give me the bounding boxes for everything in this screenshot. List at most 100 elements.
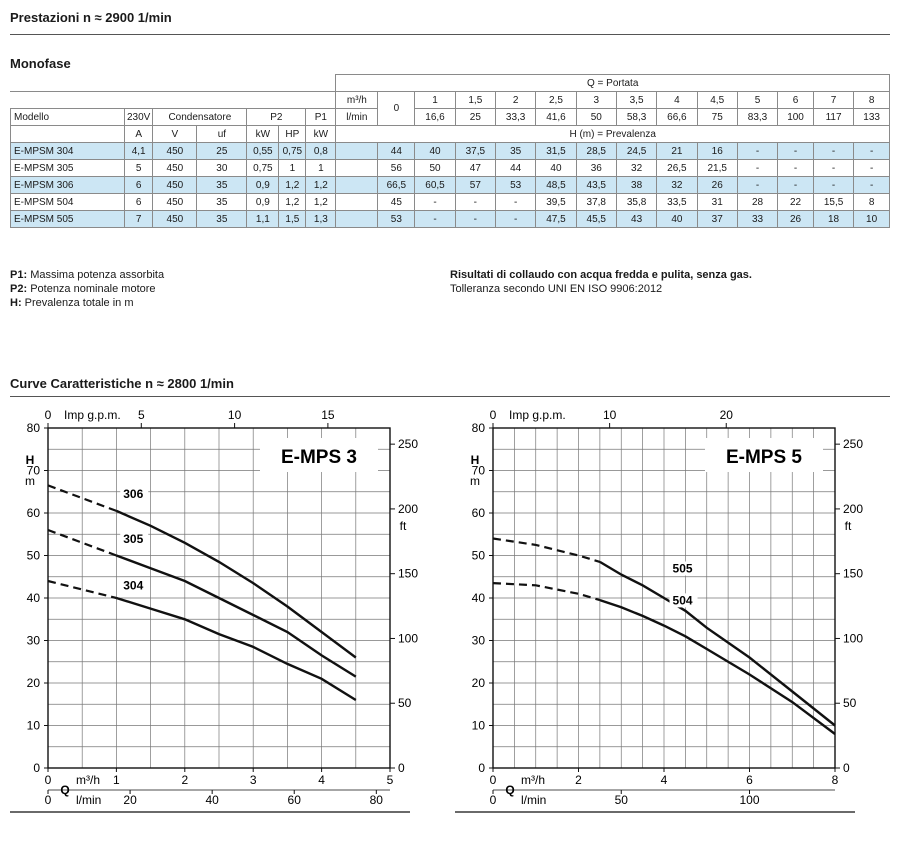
y-axis-label: H [26, 453, 35, 467]
table-header-row-m3h: m³/h 0 1 1,5 2 2,5 3 3,5 4 4,5 5 6 7 8 [10, 91, 890, 126]
table-cell: 40 [656, 210, 698, 228]
table-cell: 43 [615, 210, 658, 228]
lmin-value: 50 [575, 108, 617, 126]
ft-tick-label: 100 [843, 631, 863, 645]
table-cell: 47 [454, 159, 496, 177]
table-cell: 48,5 [535, 176, 577, 194]
curve-label-bg [120, 578, 149, 593]
table-cell: 56 [377, 159, 416, 177]
curve-label-306: 306 [123, 487, 143, 501]
table-cell: - [414, 193, 456, 211]
m3h-value: 5 [736, 91, 779, 109]
title-box [260, 438, 378, 472]
table-cell: 0,75 [278, 142, 307, 160]
performance-table: Q = Portata m³/h 0 1 1,5 2 2,5 3 3,5 4 4,5 5 6 7 8 … [10, 74, 890, 228]
lmin-tick-label: 50 [615, 793, 629, 807]
m3h-value: 8 [853, 91, 890, 109]
curves-rule [10, 396, 890, 397]
ft-tick-label: 50 [398, 696, 412, 710]
y-tick-label: 60 [27, 506, 41, 520]
note-tolerance: Tolleranza secondo UNI EN ISO 9906:2012 [450, 283, 663, 295]
x-tick-label: 0 [45, 773, 52, 787]
x-tick-label: 0 [490, 773, 497, 787]
lmin-value: 25 [454, 108, 496, 126]
table-cell [335, 193, 379, 211]
y-tick-label: 80 [27, 421, 41, 435]
y-tick-label: 80 [472, 421, 486, 435]
y-tick-label: 30 [472, 634, 486, 648]
x-tick-label: 5 [387, 773, 394, 787]
table-cell: 1,3 [305, 210, 337, 228]
table-cell: 1,1 [246, 210, 280, 228]
lmin-tick-label: 0 [45, 793, 52, 807]
table-blank-cell [10, 125, 125, 143]
table-cell: 24,5 [615, 142, 658, 160]
m3h-value: 2,5 [535, 91, 577, 109]
curves-title: Curve Caratteristiche n ≈ 2800 1/min [10, 376, 234, 391]
y-axis-unit: m [470, 474, 480, 488]
table-cell: 5 [123, 159, 154, 177]
table-cell: 0,75 [246, 159, 280, 177]
table-blank-cell [10, 74, 337, 92]
table-cell: 450 [152, 176, 198, 194]
table-cell: 43,5 [575, 176, 617, 194]
table-cell: 1,2 [278, 193, 307, 211]
table-header-row-q: Q = Portata [10, 74, 890, 92]
y-tick-label: 70 [472, 464, 486, 478]
curve-304 [116, 596, 357, 702]
y-tick-label: 30 [27, 634, 41, 648]
x-tick-label: 3 [250, 773, 257, 787]
table-cell: - [494, 193, 537, 211]
table-cell: 450 [152, 193, 198, 211]
q-axis-label: Q [505, 783, 514, 797]
table-cell: 450 [152, 159, 198, 177]
table-row: E-MPSM 304 4,1 450 25 0,55 0,75 0,8 44 40 37,5 35 3… [10, 142, 890, 160]
m3h-value: 1,5 [454, 91, 496, 109]
ft-tick-label: 200 [843, 502, 863, 516]
table-cell: 57 [454, 176, 496, 194]
table-cell: - [853, 142, 890, 160]
table-cell: 31 [696, 193, 738, 211]
y-tick-label: 40 [27, 591, 41, 605]
y-tick-label: 10 [472, 719, 486, 733]
gpm-tick-label: 5 [138, 408, 145, 422]
lmin-value: 100 [777, 108, 814, 126]
lmin-tick-label: 20 [123, 793, 137, 807]
ft-tick-label: 250 [843, 437, 863, 451]
table-cell: 1 [305, 159, 337, 177]
table-cell: 1 [278, 159, 307, 177]
note-result: Risultati di collaudo con acqua fredda e… [450, 269, 752, 281]
table-cell: - [812, 176, 855, 194]
table-cell: 33 [736, 210, 779, 228]
table-row: E-MPSM 305 5 450 30 0,75 1 1 56 50 47 44 40 36 32 26,5… [10, 159, 890, 177]
lmin-value: 83,3 [736, 108, 779, 126]
table-cell: - [736, 159, 779, 177]
table-cell: 18 [812, 210, 855, 228]
table-cell: 35 [196, 193, 248, 211]
table-cell: 1,2 [305, 176, 337, 194]
table-cell: - [494, 210, 537, 228]
lmin-axis-unit: l/min [76, 793, 101, 807]
title-box [705, 438, 823, 472]
curve-505 [599, 560, 836, 727]
ft-tick-label: 0 [843, 761, 850, 775]
table-cell: 66,5 [377, 176, 416, 194]
lmin-tick-label: 100 [739, 793, 759, 807]
table-units-row: A V uf kW HP kW H (m) = Prevalenza [10, 125, 890, 143]
table-cell: 450 [152, 210, 198, 228]
table-cell: - [812, 142, 855, 160]
table-cell: 0,9 [246, 193, 280, 211]
table-cell: 26 [696, 176, 738, 194]
table-cell: 28 [736, 193, 779, 211]
lmin-value: 133 [853, 108, 890, 126]
chart-title: E-MPS 5 [726, 447, 802, 468]
table-cell: 30 [196, 159, 248, 177]
curve-label-bg [120, 531, 149, 546]
x-tick-label: 8 [832, 773, 839, 787]
table-cell: 37,8 [575, 193, 617, 211]
unit-uf: uf [196, 125, 248, 143]
lmin-tick-label: 60 [288, 793, 302, 807]
table-cell: 47,5 [535, 210, 577, 228]
table-cell: 44 [377, 142, 416, 160]
